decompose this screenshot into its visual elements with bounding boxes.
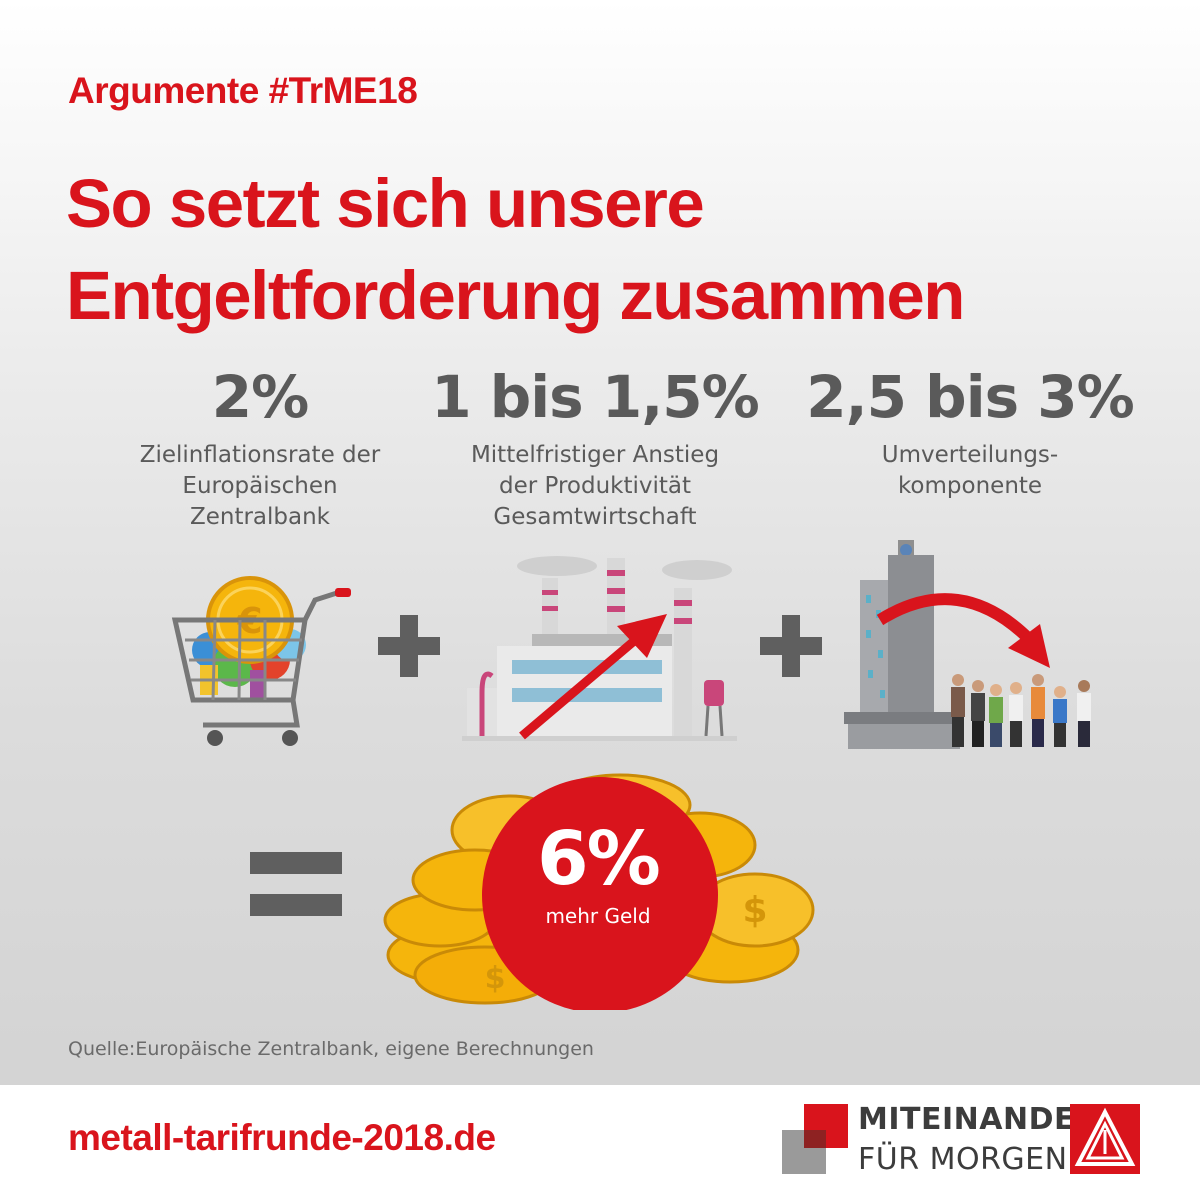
component-productivity: 1 bis 1,5% Mittelfristiger Anstieg der P… — [430, 362, 760, 533]
component-description: Umverteilungs- komponente — [790, 440, 1150, 502]
component-inflation: 2% Zielinflationsrate der Europäischen Z… — [100, 362, 420, 533]
plus-icon — [378, 615, 440, 677]
hashtag-kicker: Argumente #TrME18 — [68, 70, 418, 111]
result-label: mehr Geld — [545, 904, 651, 928]
brand-line-1: MITEINANDER — [858, 1102, 1099, 1137]
component-value: 2% — [211, 363, 309, 431]
tower-people-icon — [844, 540, 1091, 749]
title-line-2: Entgeltforderung zusammen — [66, 257, 965, 334]
brand-squares-icon — [782, 1104, 848, 1174]
component-redistribution: 2,5 bis 3% Umverteilungs- komponente — [790, 362, 1150, 502]
result-value: 6% — [537, 816, 661, 902]
component-description: Zielinflationsrate der Europäischen Zent… — [100, 440, 420, 533]
shopping-cart-euro-icon: € — [171, 576, 351, 746]
factory-arrow-icon — [462, 556, 737, 741]
desc-line: Umverteilungs- — [881, 442, 1059, 468]
result-badge: 6% mehr Geld — [478, 818, 718, 928]
component-description: Mittelfristiger Anstieg der Produktivitä… — [430, 440, 760, 533]
svg-text:$: $ — [742, 890, 767, 931]
brand-line-2: FÜR MORGEN — [858, 1142, 1068, 1177]
footer-bar — [0, 1085, 1200, 1200]
ig-metall-logo — [1070, 1104, 1140, 1174]
campaign-url-link[interactable]: metall-tarifrunde-2018.de — [68, 1117, 496, 1158]
component-value: 1 bis 1,5% — [431, 363, 760, 431]
plus-icon — [760, 615, 822, 677]
desc-line: der Produktivität — [498, 473, 692, 499]
desc-line: Zielinflationsrate der — [139, 442, 381, 468]
source-note: Quelle:Europäische Zentralbank, eigene B… — [68, 1038, 594, 1060]
desc-line: Mittelfristiger Anstieg — [470, 442, 720, 468]
equals-icon — [250, 852, 342, 916]
title-line-1: So setzt sich unsere — [66, 165, 705, 242]
desc-line: Europäischen — [182, 473, 338, 499]
svg-text:$: $ — [485, 961, 506, 996]
component-value: 2,5 bis 3% — [806, 363, 1135, 431]
desc-line: Zentralbank — [189, 504, 331, 530]
page-title: So setzt sich unsere Entgeltforderung zu… — [66, 158, 1146, 342]
desc-line: Gesamtwirtschaft — [493, 504, 697, 530]
desc-line: komponente — [897, 473, 1043, 499]
brand-slogan: MITEINANDER FÜR MORGEN — [858, 1100, 1099, 1180]
coin-stack-icon: $ $ — [383, 773, 815, 1010]
